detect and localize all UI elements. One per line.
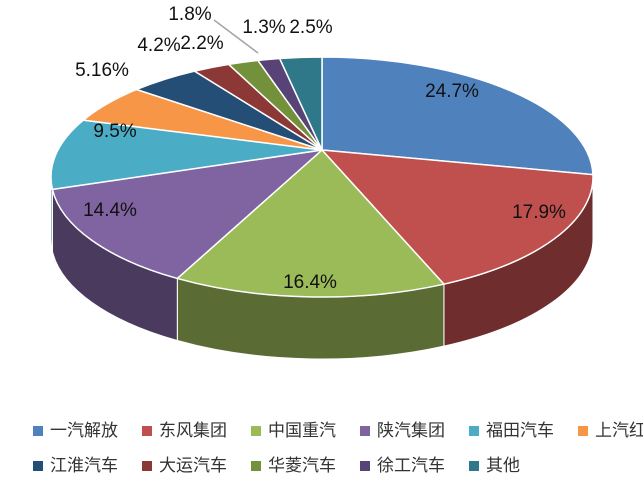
- legend-swatch-icon: [142, 426, 152, 436]
- slice-percent-label-5: 5.16%: [75, 60, 129, 81]
- legend-swatch-icon: [142, 461, 152, 471]
- legend-item-7: 大运汽车: [142, 454, 227, 478]
- legend-item-5: 上汽红岩: [578, 419, 643, 443]
- legend-swatch-icon: [33, 426, 43, 436]
- legend-label: 其他: [486, 456, 520, 475]
- legend-label: 华菱汽车: [268, 456, 336, 475]
- slice-percent-label-2: 16.4%: [283, 272, 337, 293]
- legend-label: 东风集团: [159, 421, 227, 440]
- legend-swatch-icon: [360, 461, 370, 471]
- legend-label: 上汽红岩: [595, 421, 643, 440]
- slice-percent-label-6: 4.2%: [137, 35, 180, 56]
- legend-item-2: 中国重汽: [251, 419, 336, 443]
- legend-swatch-icon: [251, 426, 261, 436]
- legend-row-1: 一汽解放 东风集团 中国重汽 陕汽集团 福田汽车 上汽红岩: [33, 419, 643, 443]
- pie-slice-0: [321, 56, 594, 176]
- leader-line-8: [213, 19, 259, 54]
- legend-row-2: 江淮汽车 大运汽车 华菱汽车 徐工汽车 其他: [33, 454, 633, 478]
- legend-item-1: 东风集团: [142, 419, 227, 443]
- pie-chart: 24.7% 17.9% 16.4% 14.4% 9.5% 5.16% 4.2% 2.2% 1.8…: [50, 4, 594, 360]
- legend-item-0: 一汽解放: [33, 419, 118, 443]
- pie-slice-1: [321, 149, 594, 285]
- slice-percent-label-0: 24.7%: [425, 81, 479, 102]
- chart-legend: 一汽解放 东风集团 中国重汽 陕汽集团 福田汽车 上汽红岩江淮汽车 大运汽车 华菱汽车 徐工汽车…: [33, 419, 643, 489]
- legend-swatch-icon: [578, 426, 588, 436]
- legend-swatch-icon: [469, 426, 479, 436]
- slice-percent-label-1: 17.9%: [512, 202, 566, 223]
- slice-percent-label-9: 1.3%: [242, 17, 285, 38]
- legend-label: 中国重汽: [268, 421, 336, 440]
- slice-percent-label-8: 1.8%: [168, 4, 211, 25]
- legend-swatch-icon: [360, 426, 370, 436]
- slice-percent-label-7: 2.2%: [180, 33, 223, 54]
- legend-label: 福田汽车: [486, 421, 554, 440]
- legend-item-6: 江淮汽车: [33, 454, 118, 478]
- legend-item-9: 徐工汽车: [360, 454, 445, 478]
- pie-slice-3: [51, 149, 323, 280]
- legend-label: 江淮汽车: [50, 456, 118, 475]
- legend-label: 陕汽集团: [377, 421, 445, 440]
- slice-percent-label-10: 2.5%: [289, 17, 332, 38]
- pie-slice-4: [50, 119, 323, 191]
- slice-percent-label-3: 14.4%: [83, 200, 137, 221]
- legend-item-8: 华菱汽车: [251, 454, 336, 478]
- legend-swatch-icon: [33, 461, 43, 471]
- slice-percent-label-4: 9.5%: [93, 121, 136, 142]
- legend-item-3: 陕汽集团: [360, 419, 445, 443]
- legend-swatch-icon: [251, 461, 261, 471]
- legend-label: 一汽解放: [50, 421, 118, 440]
- pie-slice-2: [176, 149, 445, 298]
- legend-item-10: 其他: [469, 454, 520, 478]
- pie-slice-10: [278, 56, 323, 151]
- legend-item-4: 福田汽车: [469, 419, 554, 443]
- legend-swatch-icon: [469, 461, 479, 471]
- legend-label: 大运汽车: [159, 456, 227, 475]
- legend-label: 徐工汽车: [377, 456, 445, 475]
